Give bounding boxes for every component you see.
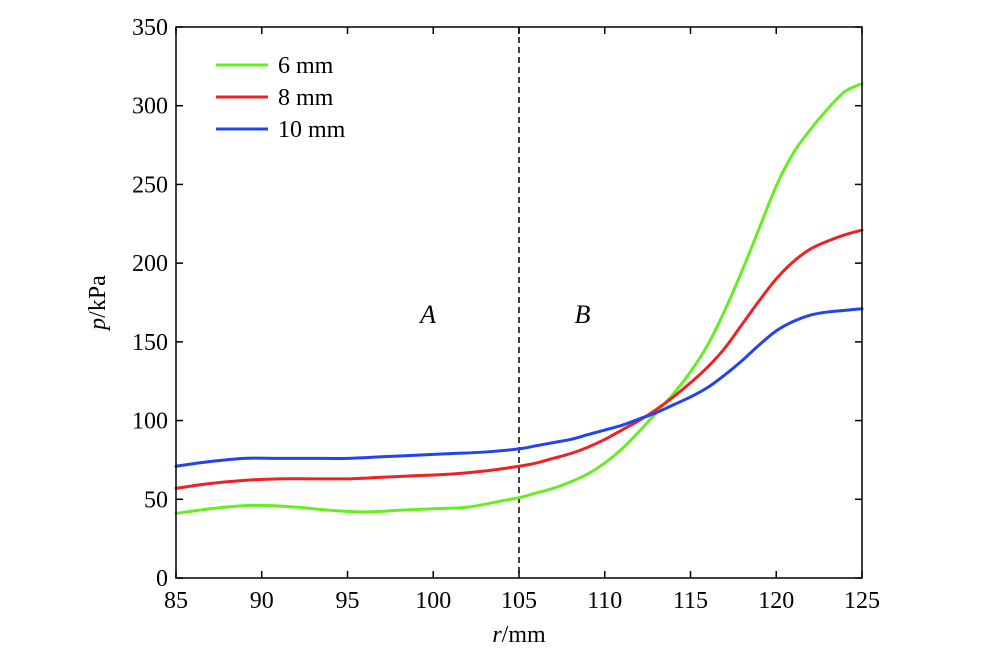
x-tick-label: 85 (164, 588, 188, 614)
y-tick-label: 200 (132, 251, 168, 277)
y-tick-label: 350 (132, 15, 168, 41)
axis-ticks: 85 90 95 100 105 110 115 120 125 0 50 100 150 200 250 3… (132, 15, 880, 614)
y-tick-label: 150 (132, 330, 168, 356)
x-tick-label: 125 (844, 588, 880, 614)
x-tick-label: 90 (250, 588, 274, 614)
series-line-2 (174, 307, 864, 468)
legend: 6 mm 8 mm 10 mm (216, 53, 346, 143)
legend-label-2: 10 mm (278, 117, 346, 143)
x-tick-label: 95 (336, 588, 360, 614)
y-tick-label: 50 (144, 487, 168, 513)
region-label-a: A (418, 300, 436, 329)
series-line-0 (174, 82, 864, 515)
legend-label-1: 8 mm (278, 85, 334, 111)
y-axis-label: p/kPa (85, 275, 111, 332)
y-tick-label: 250 (132, 172, 168, 198)
x-tick-label: 110 (587, 588, 622, 614)
legend-label-0: 6 mm (278, 53, 334, 79)
x-axis-label: r/mm (492, 622, 546, 648)
series-line-1 (174, 228, 864, 490)
x-tick-label: 105 (501, 588, 537, 614)
x-tick-label: 115 (673, 588, 708, 614)
x-tick-label: 100 (415, 588, 451, 614)
y-tick-label: 300 (132, 94, 168, 120)
x-tick-label: 120 (758, 588, 794, 614)
y-tick-label: 0 (156, 566, 168, 592)
y-tick-label: 100 (132, 409, 168, 435)
region-label-b: B (575, 300, 591, 329)
